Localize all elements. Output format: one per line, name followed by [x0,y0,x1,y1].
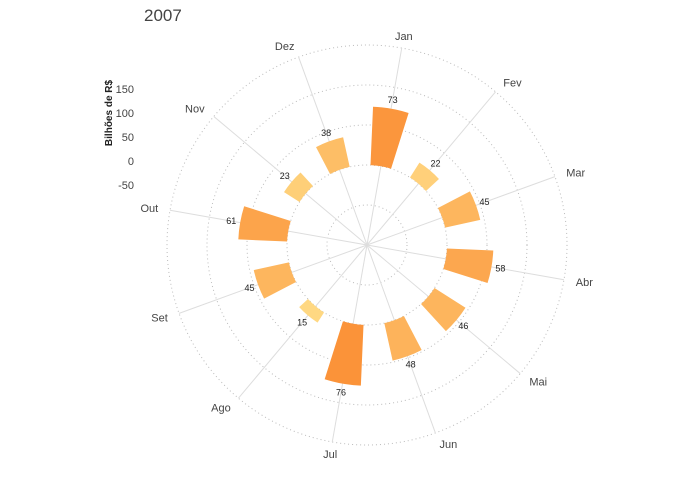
bar-nov [284,172,313,203]
data-label-mar: 45 [479,197,489,207]
category-label-ago: Ago [211,402,231,414]
radial-tick-label: 150 [116,84,134,96]
data-labels: 73 22 45 58 46 48 76 15 45 61 23 38 [226,95,505,398]
grid-circle [246,124,488,366]
category-label-mar: Mar [566,167,585,179]
radial-tick-label: 100 [116,108,134,120]
category-label-jan: Jan [395,31,413,43]
data-label-out: 61 [226,216,236,226]
data-label-jan: 73 [388,95,398,105]
grid-circle [326,204,408,286]
bar-jan [370,106,409,169]
bar-mar [437,191,481,228]
bar-fev [409,162,439,191]
data-label-set: 45 [245,283,255,293]
bar-abr [443,248,494,284]
data-label-jul: 76 [336,388,346,398]
category-label-out: Out [140,203,158,215]
category-label-set: Set [151,313,168,325]
data-label-nov: 23 [280,171,290,181]
bar-jul [324,321,364,386]
grid-circle [166,44,568,446]
angular-spokes [169,47,565,443]
category-labels: Jan Fev Mar Abr Mai Jun Jul Ago Set Out Nov Dez [140,31,593,461]
bar-mai [421,287,466,332]
spoke-line [366,91,496,246]
grid-circle [206,84,528,406]
data-label-fev: 22 [431,158,441,168]
category-label-nov: Nov [185,104,205,116]
spoke-line [238,244,368,399]
bar-dez [316,137,350,175]
chart-title: 2007 [144,6,182,25]
spoke-line [213,116,368,246]
category-label-dez: Dez [275,41,295,53]
data-label-jun: 48 [406,360,416,370]
polar-grid [166,44,568,446]
radial-axis-title: Bilhões de R$ [104,80,115,147]
category-label-fev: Fev [503,78,522,90]
radial-tick-label: -50 [118,180,134,192]
grid-circle [286,164,448,326]
category-label-jul: Jul [323,449,337,461]
data-label-abr: 58 [495,264,505,274]
bar-jun [384,315,422,361]
category-label-mai: Mai [529,376,547,388]
bar-set [253,262,297,299]
category-label-jun: Jun [440,439,458,451]
category-label-abr: Abr [576,277,593,289]
data-label-mai: 46 [458,321,468,331]
bar-out [238,206,291,242]
bar-ago [299,299,325,323]
radial-tick-label: 0 [128,156,134,168]
data-label-dez: 38 [321,128,331,138]
radial-tick-label: 50 [122,132,134,144]
radial-axis: -50 0 50 100 150 [116,84,134,192]
data-label-ago: 15 [297,317,307,327]
bars [238,106,494,386]
